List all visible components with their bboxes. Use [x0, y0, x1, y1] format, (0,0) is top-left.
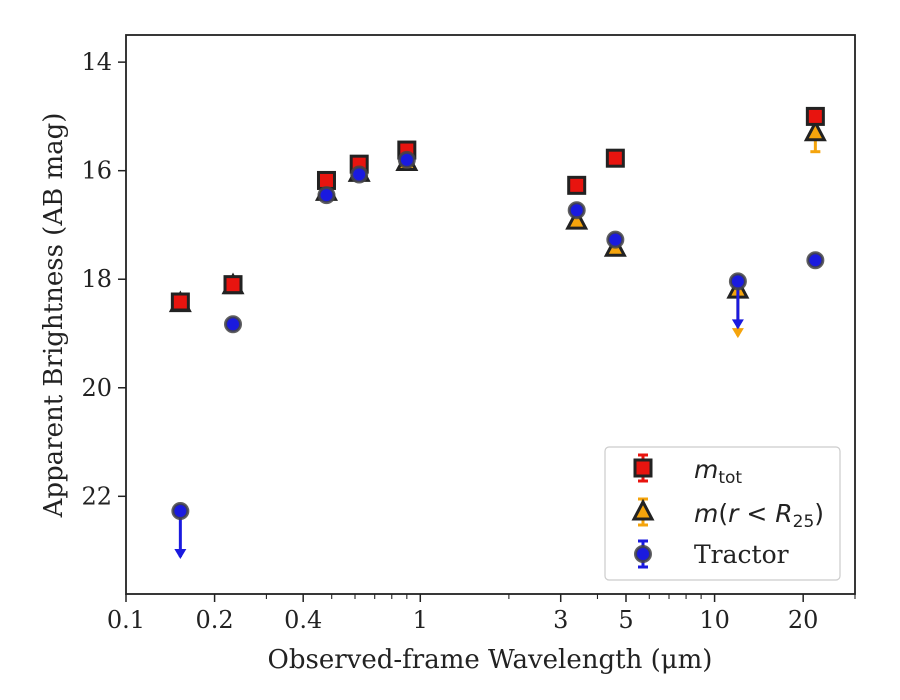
limit-arrow-head: [174, 548, 187, 559]
x-tick-label: 20: [788, 606, 819, 634]
data-marks: [168, 106, 827, 559]
point-circle: [397, 150, 416, 169]
limit-arrow-head: [731, 328, 744, 339]
x-tick-label: 3: [553, 606, 568, 634]
series-circle: [171, 150, 825, 559]
legend-label-tractor: Tractor: [694, 540, 789, 569]
point-circle: [567, 201, 586, 220]
legend-marker-triangle: [631, 497, 655, 527]
legend-box: [604, 446, 841, 581]
x-tick-label: 1: [413, 606, 428, 634]
point-square: [223, 275, 243, 295]
y-axis-title: Apparent Brightness (AB mag): [39, 113, 69, 519]
legend-marker-circle: [634, 539, 652, 569]
series-square: [170, 106, 825, 312]
x-tick-label: 0.4: [284, 606, 322, 634]
legend-label-mtot: mtot: [694, 455, 742, 488]
point-square: [805, 106, 825, 126]
plot-frame: [125, 34, 856, 595]
point-square: [567, 175, 587, 195]
series-triangle: [168, 112, 827, 339]
y-tick-label: 14: [81, 48, 112, 76]
limit-arrow-head: [731, 319, 744, 330]
x-tick-label: 0.2: [196, 606, 234, 634]
point-square: [170, 292, 190, 312]
point-square: [605, 148, 625, 168]
legend-marker-square: [633, 453, 653, 483]
legend-label-r25: m(r < R25): [694, 499, 824, 532]
legend-markers: [631, 453, 655, 569]
point-circle: [606, 230, 625, 249]
point-circle: [317, 186, 336, 205]
point-circle: [728, 272, 747, 291]
point-circle: [171, 501, 190, 520]
y-tick-label: 22: [81, 482, 112, 510]
point-triangle: [565, 207, 589, 230]
point-square: [316, 170, 336, 190]
legend-symbol: [633, 458, 653, 478]
point-triangle: [803, 119, 827, 142]
x-axis-title: Observed-frame Wavelength (μm): [268, 645, 713, 675]
point-circle: [350, 165, 369, 184]
y-tick-label: 20: [81, 374, 112, 402]
legend-symbol: [631, 498, 655, 521]
y-tick-label: 16: [81, 157, 112, 185]
x-tick-label: 0.1: [107, 606, 145, 634]
axes: 0.1 0.2 0.4 1 3 5 10 20 14 16 18 20 22: [81, 34, 856, 634]
x-tick-label: 5: [618, 606, 633, 634]
y-tick-label: 18: [81, 265, 112, 293]
point-circle: [806, 251, 825, 270]
legend-symbol: [634, 545, 652, 563]
point-circle: [224, 315, 243, 334]
legend: mtot m(r < R25) Tractor: [604, 446, 841, 581]
x-tick-label: 10: [699, 606, 730, 634]
